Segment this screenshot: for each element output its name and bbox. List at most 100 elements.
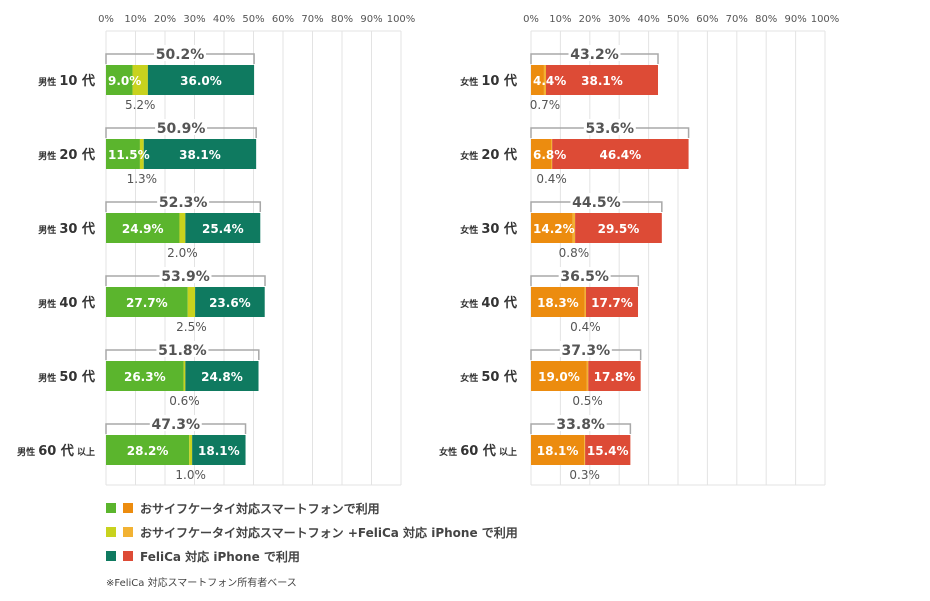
- male-total-label-bg: [156, 341, 209, 357]
- footnote: ※FeliCa 対応スマートフォン所有者ベース: [106, 578, 297, 589]
- male-x-tick-label: 10%: [124, 14, 146, 25]
- male-bar-segment-s2: [139, 139, 144, 169]
- female-x-tick-label: 10%: [549, 14, 571, 25]
- female-x-tick-label: 80%: [755, 14, 777, 25]
- female-category-label: 女性 10 代: [460, 73, 517, 89]
- female-bar-segment-s1: [531, 65, 544, 95]
- female-bar-label-s1: 18.3%: [537, 296, 579, 310]
- female-x-tick-label: 0%: [523, 14, 539, 25]
- female-total-label: 33.8%: [556, 417, 605, 433]
- male-x-tick-label: 100%: [387, 14, 416, 25]
- female-bar-segment-s2: [572, 213, 576, 243]
- female-bar-segment-s3: [545, 65, 659, 95]
- legend-label-3: FeliCa 対応 iPhone で利用: [140, 550, 300, 564]
- female-chart: 0% 10% 20% 30% 40% 50% 60% 70% 80% 90% 100% 女性 10 代…: [439, 14, 840, 486]
- female-total-label: 43.2%: [570, 47, 619, 63]
- male-bar-label-s3: 25.4%: [202, 222, 244, 236]
- female-category-label: 女性 20 代: [460, 147, 517, 163]
- male-bar-label-s1: 28.2%: [127, 444, 169, 458]
- male-x-tick-label: 90%: [360, 14, 382, 25]
- male-total-label-bg: [159, 267, 212, 283]
- male-bar-label-s2: 2.5%: [176, 320, 207, 334]
- male-x-tick-label: 40%: [213, 14, 235, 25]
- male-total-label: 51.8%: [158, 343, 207, 359]
- female-bar-label-s1: 6.8%: [533, 148, 566, 162]
- male-total-label: 53.9%: [161, 269, 210, 285]
- female-bar-label-s3: 38.1%: [581, 74, 623, 88]
- male-bar-label-s3: 23.6%: [209, 296, 251, 310]
- female-bar-segment-s3: [575, 213, 662, 243]
- female-bar-segment-s1: [531, 361, 587, 391]
- legend-swatch-female-3: [123, 551, 133, 561]
- male-x-tick-label: 0%: [98, 14, 114, 25]
- female-bar-segment-s1: [531, 287, 585, 317]
- male-bar-label-s3: 18.1%: [198, 444, 240, 458]
- female-total-label: 37.3%: [562, 343, 611, 359]
- female-bar-label-s3: 29.5%: [598, 222, 640, 236]
- legend-label-1: おサイフケータイ対応スマートフォンで利用: [140, 502, 380, 516]
- male-bar-label-s3: 24.8%: [201, 370, 243, 384]
- female-category-label: 女性 40 代: [460, 295, 517, 311]
- male-bar-segment-s1: [106, 139, 140, 169]
- female-category-label: 女性 60 代 以上: [439, 443, 517, 459]
- male-bar-segment-s1: [106, 65, 133, 95]
- male-bar-segment-s2: [183, 361, 186, 391]
- male-bar-segment-s3: [185, 361, 259, 391]
- male-category-label: 男性 20 代: [38, 147, 95, 163]
- female-bar-segment-s3: [552, 139, 689, 169]
- female-x-tick-label: 70%: [726, 14, 748, 25]
- male-total-label: 50.2%: [156, 47, 205, 63]
- male-bar-segment-s3: [143, 139, 257, 169]
- female-bar-label-s2: 0.7%: [530, 98, 561, 112]
- male-bar-segment-s1: [106, 435, 190, 465]
- female-total-label-bg: [568, 45, 621, 61]
- male-x-tick-label: 70%: [301, 14, 323, 25]
- female-bar-segment-s3: [585, 287, 639, 317]
- male-x-tick-label: 30%: [183, 14, 205, 25]
- male-bar-segment-s2: [179, 213, 186, 243]
- male-bar-segment-s1: [106, 213, 180, 243]
- female-total-label: 36.5%: [560, 269, 609, 285]
- female-bar-label-s1: 19.0%: [538, 370, 580, 384]
- male-bar-segment-s3: [192, 435, 246, 465]
- female-x-tick-label: 30%: [608, 14, 630, 25]
- female-bar-label-s1: 4.4%: [533, 74, 566, 88]
- male-bar-label-s1: 9.0%: [108, 74, 141, 88]
- male-bar-segment-s3: [195, 287, 265, 317]
- male-category-label: 男性 60 代 以上: [17, 443, 95, 459]
- male-total-label-bg: [155, 119, 208, 135]
- female-x-tick-label: 100%: [811, 14, 840, 25]
- male-category-label: 男性 50 代: [38, 369, 95, 385]
- female-x-tick-label: 90%: [784, 14, 806, 25]
- female-bar-label-s3: 17.7%: [591, 296, 633, 310]
- female-total-label-bg: [570, 193, 623, 209]
- legend-swatch-male-1: [106, 503, 116, 513]
- female-bar-label-s3: 46.4%: [600, 148, 642, 162]
- male-bar-label-s2: 1.3%: [127, 172, 158, 186]
- female-x-tick-label: 60%: [696, 14, 718, 25]
- female-total-label-bg: [558, 267, 611, 283]
- male-bar-label-s1: 11.5%: [108, 148, 150, 162]
- female-total-label-bg: [583, 119, 636, 135]
- legend-swatch-male-2: [106, 527, 116, 537]
- male-bar-label-s2: 2.0%: [167, 246, 198, 260]
- female-bar-segment-s1: [531, 213, 573, 243]
- female-bar-segment-s1: [531, 435, 585, 465]
- male-bar-label-s2: 5.2%: [125, 98, 156, 112]
- male-bar-label-s2: 1.0%: [175, 468, 206, 482]
- female-bar-segment-s2: [550, 139, 553, 169]
- legend-swatch-female-2: [123, 527, 133, 537]
- female-bar-label-s2: 0.3%: [569, 468, 600, 482]
- female-total-label: 53.6%: [586, 121, 635, 137]
- male-bar-label-s2: 0.6%: [169, 394, 200, 408]
- male-bar-segment-s1: [106, 361, 184, 391]
- female-bar-segment-s3: [585, 435, 631, 465]
- female-total-label: 44.5%: [572, 195, 621, 211]
- male-bar-segment-s2: [132, 65, 148, 95]
- male-bar-segment-s2: [187, 287, 196, 317]
- female-bar-label-s1: 18.1%: [537, 444, 579, 458]
- male-bar-segment-s3: [185, 213, 261, 243]
- female-bar-segment-s1: [531, 139, 551, 169]
- male-total-label-bg: [154, 45, 207, 61]
- male-category-label: 男性 10 代: [38, 73, 95, 89]
